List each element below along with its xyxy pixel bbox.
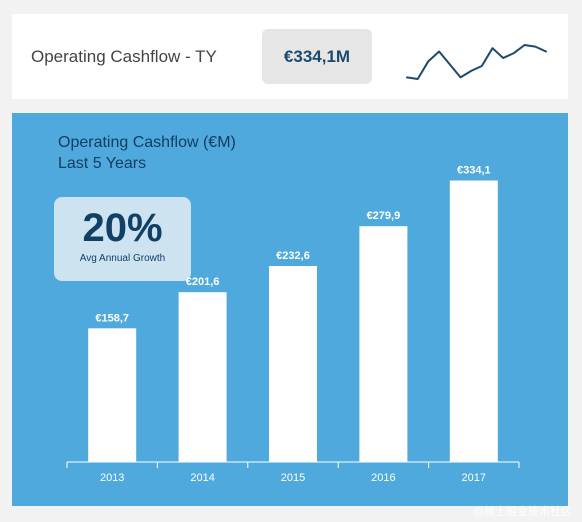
data-label-2017: €334,1	[457, 165, 491, 177]
chart-subtitle: Last 5 Years	[58, 155, 147, 172]
x-tick-label-2013: 2013	[100, 472, 124, 484]
growth-badge: 20% Avg Annual Growth	[54, 197, 191, 281]
data-label-2016: €279,9	[367, 210, 401, 222]
bar-2016	[359, 226, 408, 462]
x-tick-label-2015: 2015	[281, 472, 305, 484]
bar-2014	[178, 292, 227, 462]
growth-label: Avg Annual Growth	[79, 253, 166, 264]
chart-title: Operating Cashflow (€M) Last 5 Years	[58, 132, 236, 174]
x-tick-label-2017: 2017	[462, 472, 486, 484]
bar-2013	[88, 328, 137, 462]
sparkline-chart	[406, 44, 547, 80]
bar-2015	[269, 266, 317, 462]
kpi-summary-card: Operating Cashflow - TY €334,1M	[12, 14, 568, 99]
data-label-2015: €232,6	[276, 250, 310, 262]
kpi-value: €334,1M	[262, 29, 372, 84]
watermark: @稀土掘金技术社区	[472, 506, 572, 518]
bar-2017	[449, 180, 498, 462]
data-label-2013: €158,7	[95, 312, 129, 324]
sparkline-line	[406, 44, 547, 80]
x-tick-label-2014: 2014	[190, 472, 214, 484]
chart-title-line1: Operating Cashflow (€M)	[58, 134, 236, 151]
cashflow-chart-panel: Operating Cashflow (€M) Last 5 Years 20%…	[12, 113, 568, 506]
kpi-title: Operating Cashflow - TY	[31, 47, 217, 66]
bar-chart: €158,7 2013 €201,6 2014 €232,6 2015 €279,9 2016…	[66, 165, 520, 484]
data-label-2014: €201,6	[186, 276, 220, 288]
x-tick-label-2016: 2016	[371, 472, 395, 484]
growth-value: 20%	[82, 206, 163, 250]
